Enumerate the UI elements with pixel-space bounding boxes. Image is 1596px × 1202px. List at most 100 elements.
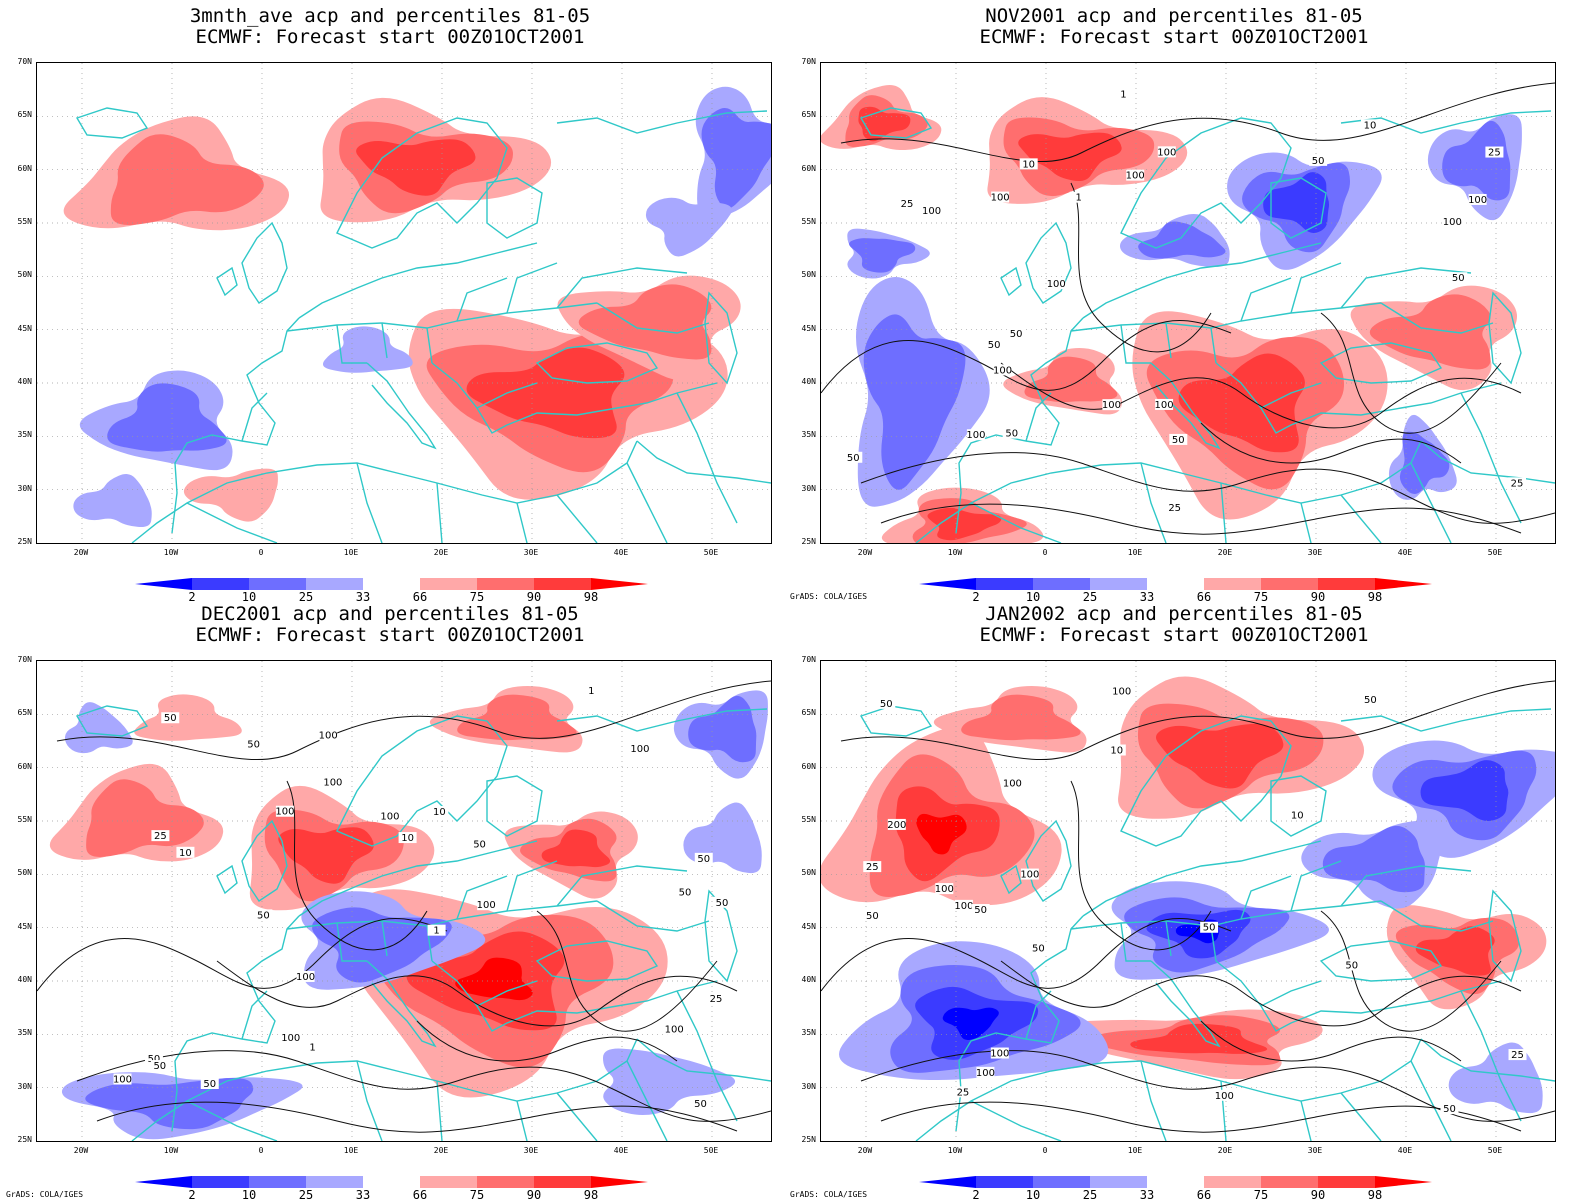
coastline	[1165, 920, 1172, 957]
map-panel-jan2002: JAN2002 acp and percentiles 81-05 ECMWF:…	[784, 598, 1564, 1202]
colorbar-label: 33	[355, 590, 371, 604]
contour-label: 100	[935, 883, 954, 895]
anomaly-shading	[86, 779, 204, 857]
contour-label: 50	[694, 852, 713, 865]
contour-label: 100	[113, 1073, 132, 1086]
colorbar-label: 90	[1310, 590, 1326, 604]
contour-line	[1000, 960, 1522, 1027]
coastline	[1120, 715, 1292, 847]
coastline	[1070, 900, 1382, 930]
contour-label: 100	[665, 1023, 684, 1036]
map-panel-nov2001: NOV2001 acp and percentiles 81-05 ECMWF:…	[784, 0, 1564, 604]
svg-text:50: 50	[988, 340, 1001, 351]
colorbar-label: 98	[583, 1188, 599, 1202]
anomaly-shading	[107, 383, 227, 452]
coastline	[556, 865, 688, 907]
colorbar-segment	[1375, 578, 1432, 590]
grads-credit: GrADS: COLA/IGES	[790, 592, 868, 601]
grads-credit: GrADS: COLA/IGES	[790, 1190, 868, 1199]
lon-tick-label: 30E	[523, 548, 539, 557]
contour-label: 100	[976, 1066, 995, 1079]
svg-text:50: 50	[247, 740, 260, 751]
contour-label: 100	[380, 810, 400, 823]
contour-label: 100	[1468, 193, 1487, 206]
svg-text:50: 50	[974, 905, 987, 916]
coastline	[356, 462, 383, 543]
lat-tick-label: 65N	[801, 110, 816, 120]
svg-text:50: 50	[473, 840, 486, 851]
coastline	[381, 920, 388, 957]
lat-tick-label: 30N	[801, 483, 816, 493]
svg-text:100: 100	[323, 778, 342, 789]
lat-tick-label: 40N	[801, 975, 816, 984]
lat-tick-label: 30N	[17, 483, 32, 493]
coastline	[1340, 865, 1472, 907]
colorbar-label: 33	[355, 1188, 371, 1202]
svg-text:100: 100	[1155, 400, 1174, 411]
colorbar-label: 25	[298, 590, 314, 604]
coastline	[336, 715, 508, 847]
lat-tick-label: 45N	[801, 323, 816, 333]
colorbar-label: 2	[972, 590, 980, 604]
contour-label: 1	[1069, 191, 1088, 204]
coastline	[476, 382, 538, 409]
coastline	[186, 502, 278, 543]
contour-line	[1320, 312, 1502, 434]
coastline	[486, 177, 543, 239]
contour-label: 10	[398, 832, 417, 844]
colorbar-segment	[1147, 578, 1204, 590]
coastline	[506, 860, 558, 912]
contour-label: 50	[244, 738, 263, 751]
contour-label: 50	[470, 838, 489, 851]
coastline	[336, 117, 508, 249]
contour-label: 100	[281, 1031, 300, 1044]
map-area	[36, 62, 772, 544]
coastline	[556, 494, 598, 543]
colorbar-bar	[135, 578, 648, 590]
lon-tick-label: 10W	[947, 548, 963, 557]
coastline	[241, 221, 288, 304]
coastline	[1488, 889, 1522, 983]
contour-label: 50	[161, 712, 180, 724]
lon-tick-label: 30E	[523, 1146, 539, 1155]
coastline	[1270, 775, 1327, 837]
colorbar-label: 75	[469, 590, 485, 604]
coastline	[1165, 322, 1172, 359]
colorbar-segment	[1147, 1176, 1204, 1188]
lat-tick-label: 30N	[801, 1081, 816, 1091]
colorbar-label: 10	[1025, 590, 1041, 604]
colorbar-label: 66	[412, 590, 428, 604]
coastline	[636, 440, 771, 484]
lon-tick-label: 50E	[703, 548, 719, 557]
coastline	[1260, 980, 1322, 1007]
contour-label: 25	[897, 198, 916, 210]
colorbar-label: 90	[1310, 1188, 1326, 1202]
coastline	[626, 462, 668, 543]
coastline	[1000, 864, 1022, 895]
coastline	[1300, 502, 1312, 543]
coastline	[1120, 117, 1292, 249]
svg-text:100: 100	[275, 807, 294, 818]
contour-label: 100	[1157, 146, 1176, 158]
lon-tick-label: 20E	[433, 548, 449, 557]
colorbar-segment	[363, 578, 420, 590]
anomaly-shading	[927, 507, 1002, 541]
svg-text:25: 25	[1511, 1050, 1524, 1061]
svg-text:50: 50	[1032, 944, 1045, 955]
colorbar-segment	[1033, 578, 1090, 590]
coastline	[556, 708, 768, 732]
contour-line	[96, 1101, 738, 1133]
coastline	[1120, 922, 1151, 962]
colorbar-label: 98	[583, 590, 599, 604]
anomaly-shading	[645, 197, 732, 257]
anomaly-shading	[1322, 825, 1425, 893]
anomaly-shading	[858, 106, 911, 142]
coastline	[1000, 266, 1022, 297]
svg-text:50: 50	[1364, 695, 1377, 706]
svg-text:10: 10	[433, 807, 446, 818]
anomaly-shading	[1442, 120, 1511, 201]
coastline	[535, 940, 659, 982]
contour-label: 50	[150, 1060, 169, 1072]
contour-label: 100	[323, 776, 342, 789]
svg-text:100: 100	[990, 1049, 1009, 1060]
